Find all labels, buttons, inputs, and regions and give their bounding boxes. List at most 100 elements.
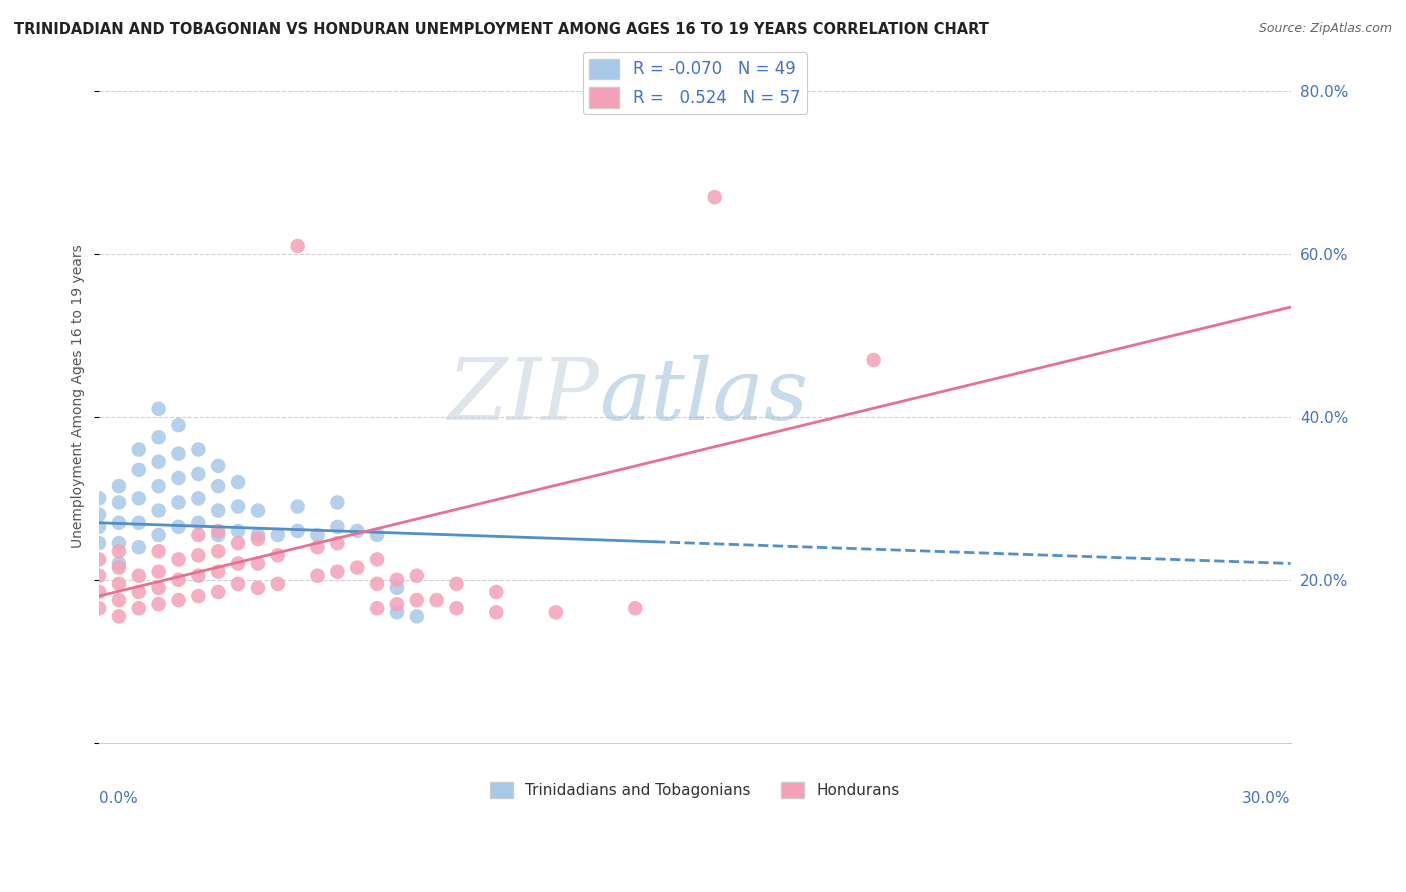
Point — [624, 601, 647, 615]
Text: 30.0%: 30.0% — [1241, 791, 1291, 806]
Y-axis label: Unemployment Among Ages 16 to 19 years: Unemployment Among Ages 16 to 19 years — [72, 244, 86, 549]
Point — [405, 568, 427, 582]
Text: Source: ZipAtlas.com: Source: ZipAtlas.com — [1258, 22, 1392, 36]
Point — [148, 528, 170, 542]
Point — [207, 544, 229, 558]
Point — [87, 601, 110, 615]
Point — [167, 593, 190, 607]
Point — [108, 479, 131, 493]
Point — [148, 503, 170, 517]
Point — [187, 516, 209, 530]
Point — [128, 463, 150, 477]
Point — [167, 552, 190, 566]
Point — [87, 568, 110, 582]
Point — [148, 455, 170, 469]
Point — [108, 495, 131, 509]
Point — [346, 524, 368, 538]
Point — [287, 524, 309, 538]
Point — [207, 524, 229, 538]
Text: 0.0%: 0.0% — [98, 791, 138, 806]
Point — [307, 568, 329, 582]
Point — [187, 467, 209, 481]
Point — [366, 601, 388, 615]
Text: atlas: atlas — [599, 355, 808, 438]
Point — [226, 524, 249, 538]
Point — [108, 577, 131, 591]
Point — [128, 491, 150, 506]
Point — [187, 528, 209, 542]
Point — [148, 544, 170, 558]
Point — [385, 581, 408, 595]
Point — [405, 609, 427, 624]
Point — [108, 544, 131, 558]
Point — [326, 565, 349, 579]
Point — [226, 577, 249, 591]
Point — [226, 536, 249, 550]
Point — [148, 401, 170, 416]
Point — [385, 573, 408, 587]
Point — [128, 442, 150, 457]
Point — [246, 503, 269, 517]
Point — [148, 581, 170, 595]
Point — [207, 479, 229, 493]
Point — [446, 601, 468, 615]
Point — [307, 540, 329, 554]
Point — [287, 500, 309, 514]
Point — [167, 471, 190, 485]
Point — [87, 585, 110, 599]
Point — [485, 605, 508, 619]
Point — [287, 239, 309, 253]
Point — [128, 568, 150, 582]
Point — [346, 560, 368, 574]
Point — [207, 565, 229, 579]
Text: ZIP: ZIP — [447, 355, 599, 438]
Text: TRINIDADIAN AND TOBAGONIAN VS HONDURAN UNEMPLOYMENT AMONG AGES 16 TO 19 YEARS CO: TRINIDADIAN AND TOBAGONIAN VS HONDURAN U… — [14, 22, 988, 37]
Point — [366, 577, 388, 591]
Point — [426, 593, 449, 607]
Point — [167, 447, 190, 461]
Point — [446, 577, 468, 591]
Point — [385, 597, 408, 611]
Point — [226, 557, 249, 571]
Point — [862, 353, 884, 368]
Point — [267, 528, 290, 542]
Point — [226, 475, 249, 489]
Point — [267, 549, 290, 563]
Point — [246, 581, 269, 595]
Point — [207, 585, 229, 599]
Point — [703, 190, 725, 204]
Point — [366, 528, 388, 542]
Point — [108, 536, 131, 550]
Point — [108, 557, 131, 571]
Point — [87, 520, 110, 534]
Point — [108, 560, 131, 574]
Point — [128, 540, 150, 554]
Point — [246, 532, 269, 546]
Point — [187, 568, 209, 582]
Point — [187, 442, 209, 457]
Point — [246, 557, 269, 571]
Point — [128, 585, 150, 599]
Point — [167, 418, 190, 433]
Point — [128, 601, 150, 615]
Point — [187, 491, 209, 506]
Point — [307, 528, 329, 542]
Point — [485, 585, 508, 599]
Point — [187, 549, 209, 563]
Point — [246, 528, 269, 542]
Point — [366, 552, 388, 566]
Point — [226, 500, 249, 514]
Point — [187, 589, 209, 603]
Point — [108, 609, 131, 624]
Point — [385, 605, 408, 619]
Point — [148, 479, 170, 493]
Point — [207, 503, 229, 517]
Point — [148, 597, 170, 611]
Point — [326, 536, 349, 550]
Point — [267, 577, 290, 591]
Point — [87, 508, 110, 522]
Point — [405, 593, 427, 607]
Point — [87, 552, 110, 566]
Point — [108, 516, 131, 530]
Point — [207, 458, 229, 473]
